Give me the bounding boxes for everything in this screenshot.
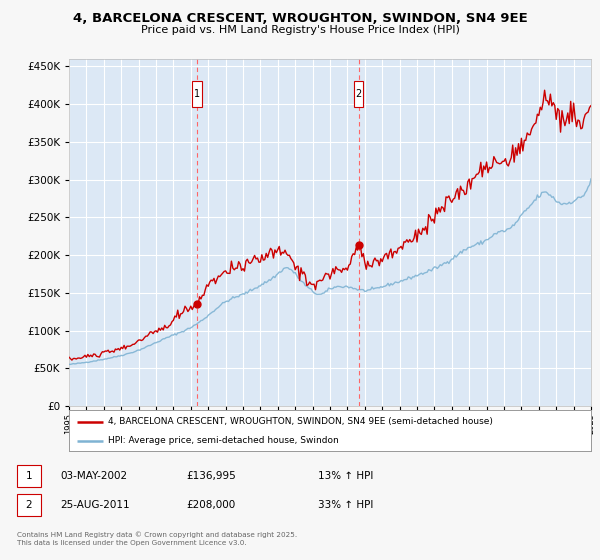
Text: 13% ↑ HPI: 13% ↑ HPI bbox=[318, 471, 373, 481]
Text: 4, BARCELONA CRESCENT, WROUGHTON, SWINDON, SN4 9EE (semi-detached house): 4, BARCELONA CRESCENT, WROUGHTON, SWINDO… bbox=[108, 417, 493, 426]
Text: 25-AUG-2011: 25-AUG-2011 bbox=[60, 500, 130, 510]
Text: Price paid vs. HM Land Registry's House Price Index (HPI): Price paid vs. HM Land Registry's House … bbox=[140, 25, 460, 35]
Text: 1: 1 bbox=[194, 88, 200, 99]
FancyBboxPatch shape bbox=[193, 81, 202, 106]
Text: 03-MAY-2002: 03-MAY-2002 bbox=[60, 471, 127, 481]
Text: 4, BARCELONA CRESCENT, WROUGHTON, SWINDON, SN4 9EE: 4, BARCELONA CRESCENT, WROUGHTON, SWINDO… bbox=[73, 12, 527, 25]
Text: £136,995: £136,995 bbox=[186, 471, 236, 481]
FancyBboxPatch shape bbox=[354, 81, 364, 106]
Text: HPI: Average price, semi-detached house, Swindon: HPI: Average price, semi-detached house,… bbox=[108, 436, 339, 445]
Text: 33% ↑ HPI: 33% ↑ HPI bbox=[318, 500, 373, 510]
Text: 1: 1 bbox=[25, 471, 32, 481]
Text: £208,000: £208,000 bbox=[186, 500, 235, 510]
Text: 2: 2 bbox=[25, 500, 32, 510]
Text: 2: 2 bbox=[355, 88, 362, 99]
Text: Contains HM Land Registry data © Crown copyright and database right 2025.
This d: Contains HM Land Registry data © Crown c… bbox=[17, 531, 297, 545]
